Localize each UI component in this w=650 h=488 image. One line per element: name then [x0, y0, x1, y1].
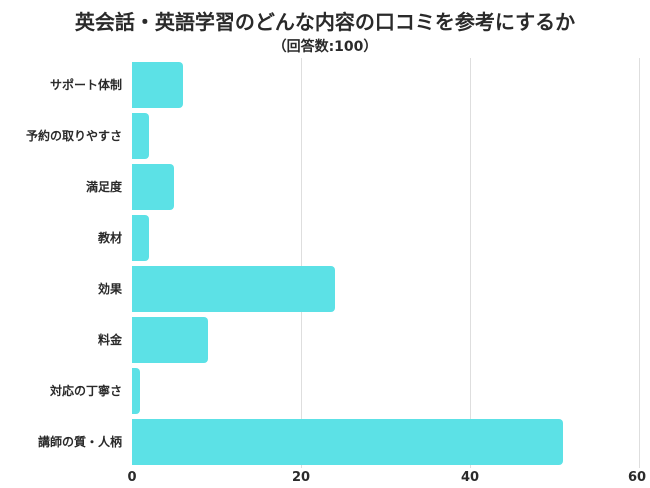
category-label: 教材 [97, 231, 122, 245]
chart-subtitle: （回答数:100） [272, 39, 378, 55]
bar [132, 62, 183, 108]
category-label: サポート体制 [49, 78, 122, 92]
bar [132, 317, 209, 363]
category-label: 対応の丁寧さ [49, 384, 122, 398]
bar [132, 368, 141, 414]
gridline-60 [639, 58, 640, 468]
bar [132, 419, 563, 465]
category-label: 満足度 [85, 180, 122, 194]
x-tick-label: 0 [127, 470, 137, 485]
chart-title: 英会話・英語学習のどんな内容の口コミを参考にするか [74, 10, 576, 34]
category-label: 講師の質・人柄 [37, 435, 122, 449]
x-tick-label: 40 [460, 470, 480, 485]
category-label: 効果 [97, 282, 122, 296]
bar [132, 164, 175, 210]
bar [132, 266, 335, 312]
gridline-40 [470, 58, 471, 468]
category-label: 予約の取りやすさ [25, 129, 122, 143]
bar [132, 215, 149, 261]
bar [132, 113, 149, 159]
x-tick-label: 20 [291, 470, 311, 485]
gridline-20 [301, 58, 302, 468]
x-tick-label: 60 [627, 470, 647, 485]
category-label: 料金 [97, 333, 122, 347]
